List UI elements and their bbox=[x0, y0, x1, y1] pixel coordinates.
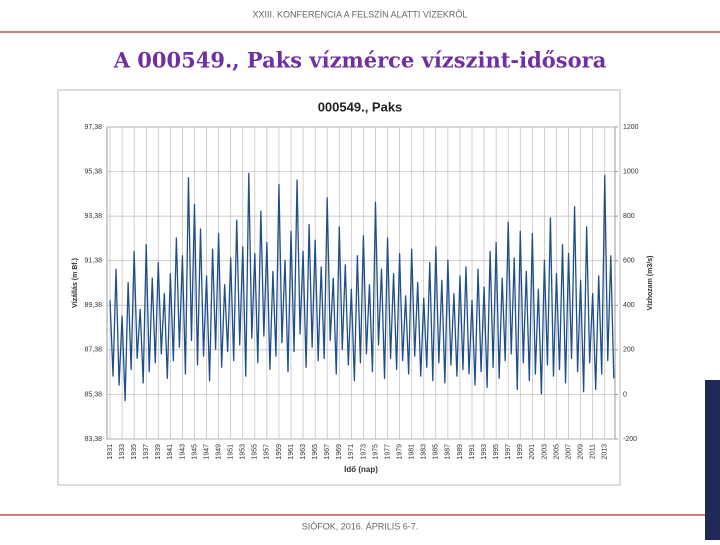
x-tick-label: 1955 bbox=[252, 444, 259, 460]
x-tick-label: 1957 bbox=[264, 444, 271, 460]
x-tick-label: 1945 bbox=[191, 444, 198, 460]
x-tick-label: 1943 bbox=[179, 444, 186, 460]
x-tick-label: 1953 bbox=[240, 444, 247, 460]
y2-tick-label: 800 bbox=[623, 213, 635, 220]
x-tick-label: 1997 bbox=[505, 444, 512, 460]
plot: 83,38 85,38 87,38 89,38 91,38 93,38 95,38 97,38… bbox=[72, 124, 654, 474]
x-tick-label: 1995 bbox=[493, 444, 500, 460]
y2-tick-label: -200 bbox=[623, 436, 637, 443]
y-tick-label: 87,38 bbox=[84, 347, 102, 354]
x-axis-label: Idő (nap) bbox=[344, 465, 378, 474]
x-tick-label: 1971 bbox=[348, 444, 355, 460]
x-tick-label: 1985 bbox=[433, 444, 440, 460]
y2-tick-label: 1200 bbox=[623, 124, 639, 131]
y2-tick-label: 200 bbox=[623, 347, 635, 354]
x-tick-label: 1999 bbox=[517, 444, 524, 460]
x-tick-label: 1987 bbox=[445, 444, 452, 460]
y-tick-label: 97,38 bbox=[84, 124, 102, 131]
slide-title: A 000549., Paks vízmérce vízszint-idősor… bbox=[113, 48, 607, 73]
y-tick-label: 83,38 bbox=[84, 436, 102, 443]
x-tick-label: 1959 bbox=[276, 444, 283, 460]
x-tick-label: 1961 bbox=[288, 444, 295, 460]
x-tick-label: 1937 bbox=[143, 444, 150, 460]
x-tick-label: 2011 bbox=[590, 444, 597, 459]
x-tick-label: 1949 bbox=[215, 444, 222, 460]
x-tick-label: 2007 bbox=[565, 444, 572, 460]
x-tick-label: 1965 bbox=[312, 444, 319, 460]
x-tick-label: 2005 bbox=[553, 444, 560, 460]
x-tick-label: 1933 bbox=[119, 444, 126, 460]
x-tick-label: 1941 bbox=[167, 444, 174, 460]
x-tick-label: 1989 bbox=[457, 444, 464, 460]
x-tick-label: 1931 bbox=[107, 444, 114, 460]
side-bar bbox=[705, 380, 720, 540]
x-tick-label: 1973 bbox=[360, 444, 367, 460]
y2-tick-label: 600 bbox=[623, 258, 635, 265]
x-tick-label: 1979 bbox=[396, 444, 403, 460]
chart-title: 000549., Paks bbox=[318, 99, 403, 114]
y-axis-label: Vízállás (m Bf.) bbox=[72, 258, 79, 308]
x-tick-label: 2001 bbox=[529, 444, 536, 460]
y-tick-label: 95,38 bbox=[84, 168, 102, 175]
x-tick-label: 1983 bbox=[421, 444, 428, 460]
plot-area bbox=[106, 126, 616, 440]
x-tick-label: 1935 bbox=[131, 444, 138, 460]
x-tick-label: 1975 bbox=[372, 444, 379, 460]
x-tick-label: 1981 bbox=[409, 444, 416, 460]
header: XXIII. KONFERENCIA A FELSZÍN ALATTI VÍZE… bbox=[253, 9, 468, 19]
x-tick-label: 2003 bbox=[541, 444, 548, 460]
x-tick-label: 1991 bbox=[469, 444, 476, 460]
y-tick-label: 93,38 bbox=[84, 213, 102, 220]
footer: SIÓFOK, 2016. ÁPRILIS 6-7. bbox=[302, 521, 419, 531]
x-tick-label: 1977 bbox=[384, 444, 391, 460]
x-tick-label: 1993 bbox=[481, 444, 488, 460]
x-tick-label: 1967 bbox=[324, 444, 331, 460]
x-tick-label: 2013 bbox=[602, 444, 609, 460]
y2-tick-label: 1000 bbox=[623, 168, 639, 175]
y2-axis-label: Vízhozam (m3/s) bbox=[647, 256, 654, 311]
x-tick-label: 1963 bbox=[300, 444, 307, 460]
x-tick-label: 1947 bbox=[203, 444, 210, 460]
x-tick-label: 1969 bbox=[336, 444, 343, 460]
y2-tick-label: 400 bbox=[623, 302, 635, 309]
x-tick-label: 1939 bbox=[155, 444, 162, 460]
y-tick-label: 85,38 bbox=[84, 391, 102, 398]
x-tick-label: 2009 bbox=[577, 444, 584, 460]
y-tick-label: 89,38 bbox=[84, 302, 102, 309]
x-tick-label: 1951 bbox=[228, 444, 235, 460]
y2-tick-label: 0 bbox=[623, 391, 627, 398]
y-tick-label: 91,38 bbox=[84, 258, 102, 265]
data-line bbox=[109, 172, 615, 402]
